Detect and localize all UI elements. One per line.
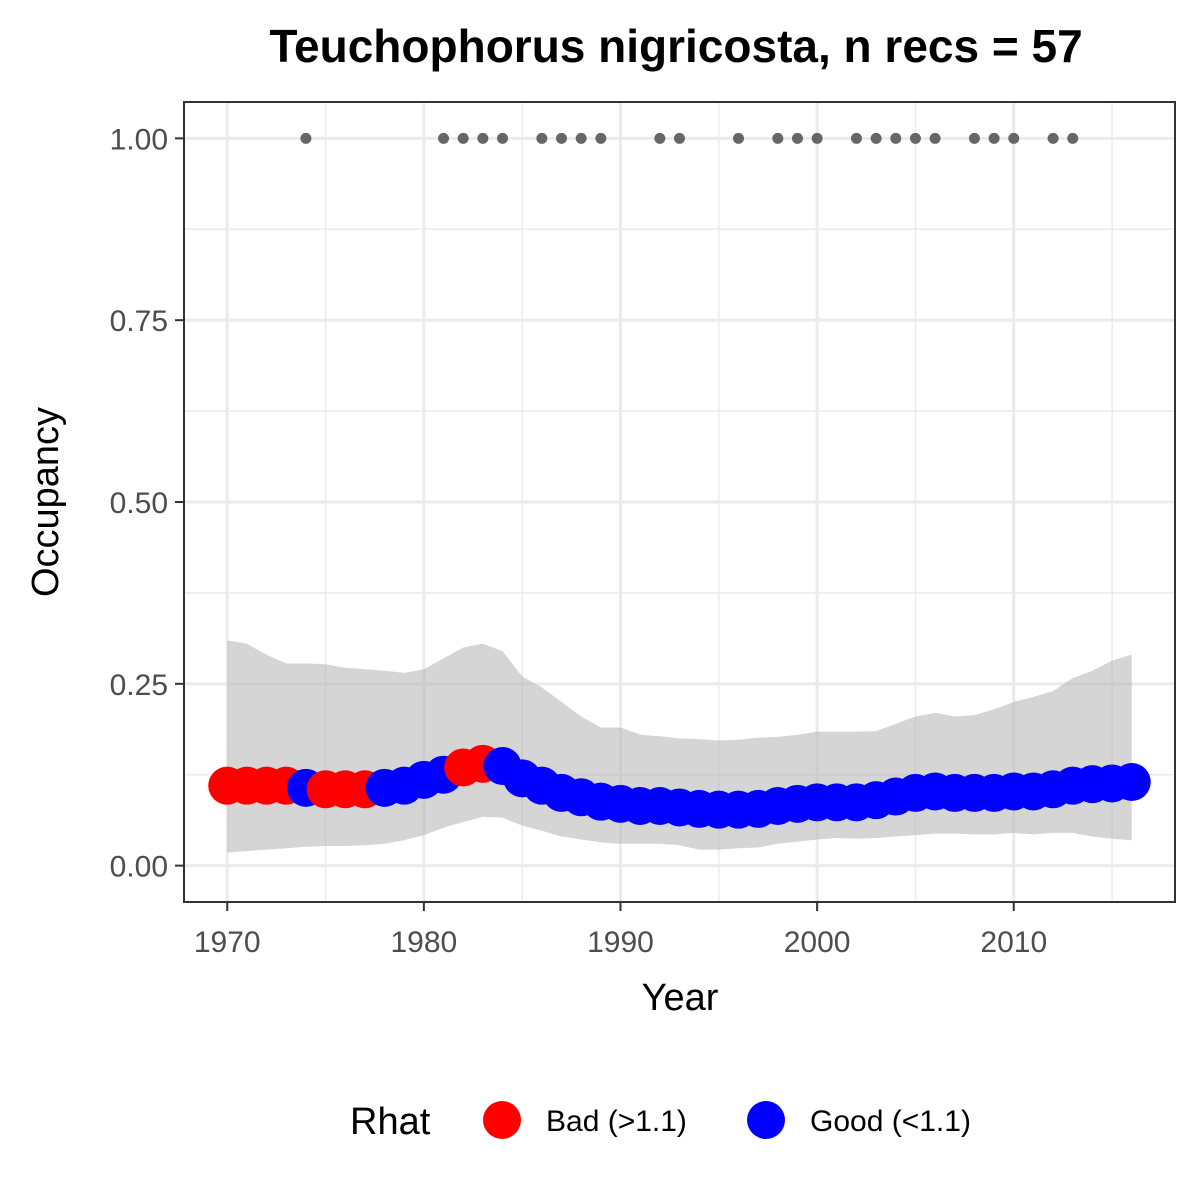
legend-key-good [747,1101,785,1139]
y-tick-label: 0.50 [110,487,168,520]
record-point [457,132,469,144]
record-point [732,132,744,144]
record-point [1047,132,1059,144]
record-point [1008,132,1020,144]
y-tick-label: 0.00 [110,851,168,884]
record-point [595,132,607,144]
record-point [674,132,685,144]
legend-label-good: Good (<1.1) [810,1105,971,1138]
record-point [850,132,862,144]
occupancy-series [208,744,1151,829]
x-axis: 1970 1980 1990 2000 2010 [194,902,1047,959]
record-point [497,132,509,144]
legend-title: Rhat [350,1101,431,1143]
legend: Rhat Bad (>1.1) Good (<1.1) [350,1101,971,1143]
y-tick-label: 0.75 [110,305,168,338]
record-point [556,132,568,144]
chart-title: Teuchophorus nigricosta, n recs = 57 [269,20,1082,72]
occupancy-point-good [1112,763,1151,801]
record-point [811,132,823,144]
x-axis-title: Year [642,977,719,1019]
y-axis: 0.00 0.25 0.50 0.75 1.00 [110,123,184,884]
record-point [791,132,803,144]
y-axis-title: Occupancy [25,407,67,597]
y-tick-label: 1.00 [110,123,168,156]
record-point [968,132,980,144]
legend-key-bad [483,1101,521,1139]
record-point [988,132,1000,144]
record-point [772,132,784,144]
record-point [909,132,921,144]
x-tick-label: 1970 [194,926,261,959]
records-series [300,132,1079,144]
x-tick-label: 1980 [391,926,458,959]
x-tick-label: 1990 [587,926,654,959]
y-tick-label: 0.25 [110,669,168,702]
legend-label-bad: Bad (>1.1) [546,1105,687,1138]
record-point [477,132,489,144]
record-point [929,132,941,144]
record-point [536,132,548,144]
record-point [654,132,666,144]
record-point [438,132,450,144]
record-point [1067,132,1079,144]
record-point [575,132,587,144]
x-tick-label: 2000 [784,926,851,959]
x-tick-label: 2010 [980,926,1047,959]
record-point [870,132,882,144]
record-point [890,132,902,144]
record-point [300,132,312,144]
